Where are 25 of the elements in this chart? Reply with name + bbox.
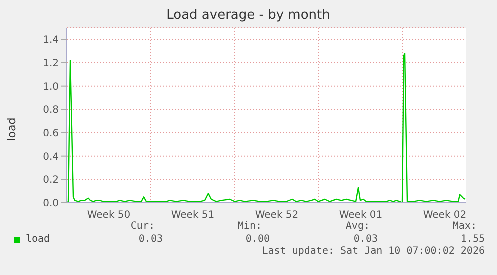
y-tick-label: 0.4 xyxy=(43,152,59,163)
y-tick-label: 0.6 xyxy=(43,128,59,140)
text: Min: xyxy=(238,221,262,232)
y-axis-title: load xyxy=(6,117,19,141)
text: 1.55 xyxy=(460,234,485,245)
text: 0.03 xyxy=(354,234,378,245)
text: 0.00 xyxy=(246,234,270,245)
y-tick-label: 1.0 xyxy=(43,82,59,93)
x-tick-label: Week 01 xyxy=(339,210,383,222)
y-tick-label: 1.2 xyxy=(43,58,59,70)
x-tick-label: Week 52 xyxy=(255,210,299,222)
legend-label: load xyxy=(26,234,50,245)
text: Last update: Sat Jan 10 07:00:02 2026 xyxy=(262,246,485,257)
y-tick-label: 0.2 xyxy=(43,175,59,186)
text: Max: xyxy=(452,221,477,232)
y-tick-label: 1.4 xyxy=(43,35,59,46)
text: Cur: xyxy=(130,221,155,232)
x-tick-label: Week 50 xyxy=(87,210,131,222)
text: 0.03 xyxy=(138,234,163,245)
y-tick-label: 0.0 xyxy=(43,198,59,210)
x-tick-label: Week 51 xyxy=(171,210,215,222)
y-tick-label: 0.8 xyxy=(43,105,59,116)
x-tick-label: Week 02 xyxy=(423,210,467,222)
text: Avg: xyxy=(346,221,370,232)
chart-title: Load average - by month xyxy=(166,8,332,23)
